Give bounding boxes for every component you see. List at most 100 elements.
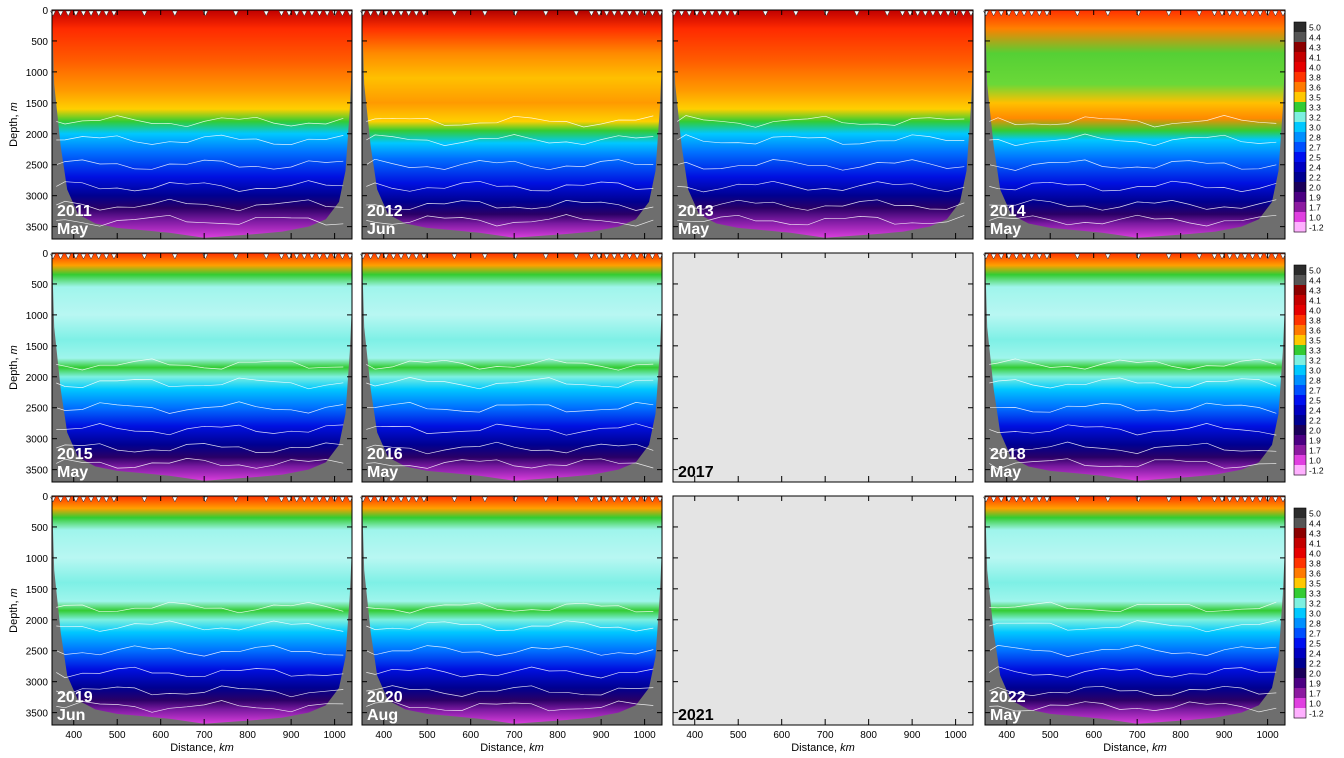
isoline [56,401,344,414]
panel-year-label: 2021 [678,707,714,724]
panel-year-label: 2022 [990,689,1026,706]
colorbar-tick-label: 2.5 [1309,639,1321,649]
y-tick-label: 1500 [26,585,49,596]
colorbar-tick-label: 1.7 [1309,446,1321,456]
panel-2017: 2017 [672,252,974,483]
station-marker [103,10,110,17]
isoline [366,358,654,371]
isoline [56,115,344,128]
station-marker [263,253,270,260]
station-marker [657,10,663,17]
colorbar-swatch [1294,265,1306,276]
panel-year-label: 2015 [57,446,93,463]
colorbar-tick-label: 3.0 [1309,609,1321,619]
colorbar-swatch [1294,708,1306,719]
panel-year-label: 2017 [678,464,714,481]
station-marker [1234,10,1241,17]
x-tick-label: 1000 [633,730,656,741]
y-tick-label: 500 [31,280,48,291]
station-marker [573,10,580,17]
station-marker [375,253,382,260]
station-marker [1257,253,1264,260]
station-marker [301,496,308,503]
axis-labels: Depth, m Depth, m Depth, m Distance, km Dist… [8,102,1167,754]
isoline [366,458,654,469]
station-marker [80,496,87,503]
colorbar-swatch [1294,305,1306,316]
colorbar-swatch [1294,355,1306,366]
station-marker [324,10,331,17]
station-marker [1234,253,1241,260]
isoline [56,377,344,390]
temperature-field [985,496,1285,724]
station-marker [853,10,860,17]
colorbar-tick-label: 4.1 [1309,53,1321,63]
colorbar-tick-label: 3.3 [1309,589,1321,599]
colorbar-swatch [1294,558,1306,569]
station-marker [141,496,148,503]
colorbar-swatch [1294,455,1306,466]
station-marker [390,496,397,503]
y-tick-label: 2000 [26,373,49,384]
colorbar-swatch [1294,152,1306,163]
station-marker [542,10,549,17]
station-marker [732,10,738,17]
station-marker [347,496,353,503]
station-marker [1249,253,1256,260]
station-marker [1226,253,1233,260]
colorbar-tick-label: 3.5 [1309,579,1321,589]
isoline [366,602,654,614]
colorbar-tick-label: 4.3 [1309,286,1321,296]
station-marker [339,496,346,503]
x-tick-label: 800 [860,730,877,741]
isoline [677,115,965,128]
no-data-panel [673,253,973,482]
station-marker [171,253,178,260]
colorbar-tick-label: 2.0 [1309,426,1321,436]
station-marker [367,253,374,260]
colorbar-tick-label: 4.3 [1309,43,1321,53]
station-marker [1219,10,1225,17]
station-marker [1028,253,1035,260]
colorbar-swatch [1294,508,1306,519]
colorbar-tick-label: -1.2 [1309,223,1324,233]
station-marker [1249,10,1256,17]
station-marker [1074,10,1081,17]
x-tick-label: 700 [817,730,834,741]
station-marker [398,253,404,260]
panel-frame [361,252,663,483]
station-marker [588,496,595,503]
station-marker [390,10,397,17]
colorbar-tick-label: 4.1 [1309,539,1321,549]
colorbar-swatch [1294,42,1306,53]
x-tick-label: 1000 [323,730,346,741]
isoline [56,458,344,469]
isoline [989,133,1277,147]
station-marker [413,496,420,503]
y-tick-label: 2000 [26,616,49,627]
colorbar-swatch [1294,52,1306,63]
station-marker [57,253,64,260]
station-marker [88,10,94,17]
colorbar-tick-label: 2.0 [1309,183,1321,193]
isoline [989,685,1277,696]
station-marker [405,10,412,17]
station-marker [390,253,397,260]
colorbar-swatch [1294,275,1306,286]
colorbar-tick-label: 1.9 [1309,193,1321,203]
colorbar-swatch [1294,608,1306,619]
colorbar-tick-label: 2.2 [1309,659,1321,669]
station-marker [65,253,72,260]
colorbar-tick-label: 3.2 [1309,356,1321,366]
colorbar-tick-label: 4.4 [1309,519,1321,529]
y-tick-label: 0 [42,6,48,17]
colorbar-tick-label: 2.7 [1309,386,1321,396]
station-marker [1211,253,1218,260]
colorbar-frame [1293,264,1307,476]
station-marker [1257,496,1264,503]
station-marker [72,253,79,260]
station-marker [1036,253,1043,260]
